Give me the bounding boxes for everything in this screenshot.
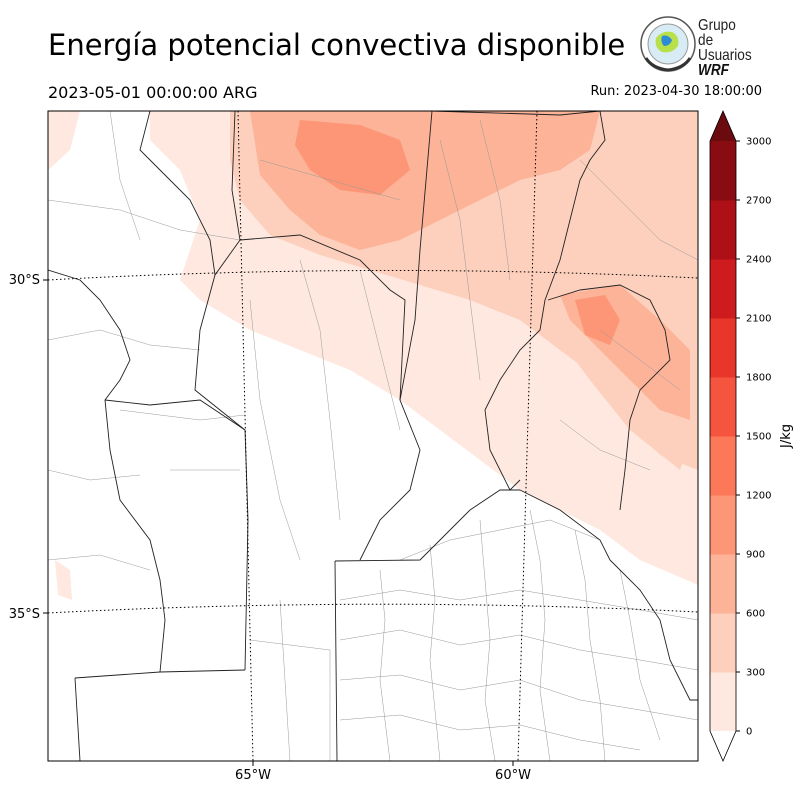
wrf-globe-icon [640,16,696,72]
colorbar-extend-max [710,111,736,141]
map-borders [48,111,698,761]
colorbar-tick-label: 0 [746,727,752,738]
colorbar-extend-min [710,731,736,761]
colorbar-bin [710,200,736,260]
colorbar-bin [710,377,736,437]
cape-field [48,111,698,761]
province-boundaries [48,111,698,761]
map-title: Energía potencial convectiva disponible [48,28,626,62]
colorbar-bin [710,613,736,673]
wrf-logo-text: Grupo de Usuarios WRF [698,17,752,79]
longitude-labels: 65°W 60°W [235,761,531,783]
colorbar-bin [710,141,736,201]
valid-time: 2023-05-01 00:00:00 ARG [48,83,258,102]
colorbar-bin [710,672,736,732]
wrf-logo: Grupo de Usuarios WRF [638,14,760,79]
colorbar-bin [710,495,736,555]
cape-band-900-1200-east [575,295,620,345]
graticule [48,111,698,761]
colorbar-tick-label: 2400 [746,255,771,266]
lon-label-65: 65°W [235,768,271,783]
lat-label-30: 30°S [9,273,40,288]
latitude-labels: 30°S 35°S [9,273,48,622]
lat-label-35: 35°S [9,607,40,622]
run-time: Run: 2023-04-30 18:00:00 [590,84,762,99]
logo-line-1: Grupo de [698,17,736,49]
logo-line-2: Usuarios [698,47,752,64]
colorbar-tick-label: 600 [746,609,765,620]
cape-band-900-1200 [295,120,410,195]
colorbar-bin [710,554,736,614]
colorbar-tick-label: 1500 [746,432,771,443]
colorbar-bin [710,436,736,496]
colorbar-bin [710,318,736,378]
colorbar-tick-label: 3000 [746,137,771,148]
logo-line-3: WRF [698,62,729,79]
cape-band-0-300-west [48,111,80,170]
colorbar-tick-label: 2100 [746,314,771,325]
colorbar-tick-label: 1200 [746,491,771,502]
colorbar-tick-label: 1800 [746,373,771,384]
colorbar-bin [710,259,736,319]
cape-band-0-300-speck [55,560,72,600]
colorbar-tick-label: 900 [746,550,765,561]
colorbar: 0 300 600 900 1200 1500 1800 2100 2400 2700 3000 [709,109,771,763]
map-frame [47,110,699,762]
lon-label-60: 60°W [495,768,531,783]
colorbar-tick-label: 300 [746,668,765,679]
colorbar-unit-label: J/kg [779,424,794,449]
colorbar-tick-label: 2700 [746,196,771,207]
minor-boundaries [48,111,698,761]
